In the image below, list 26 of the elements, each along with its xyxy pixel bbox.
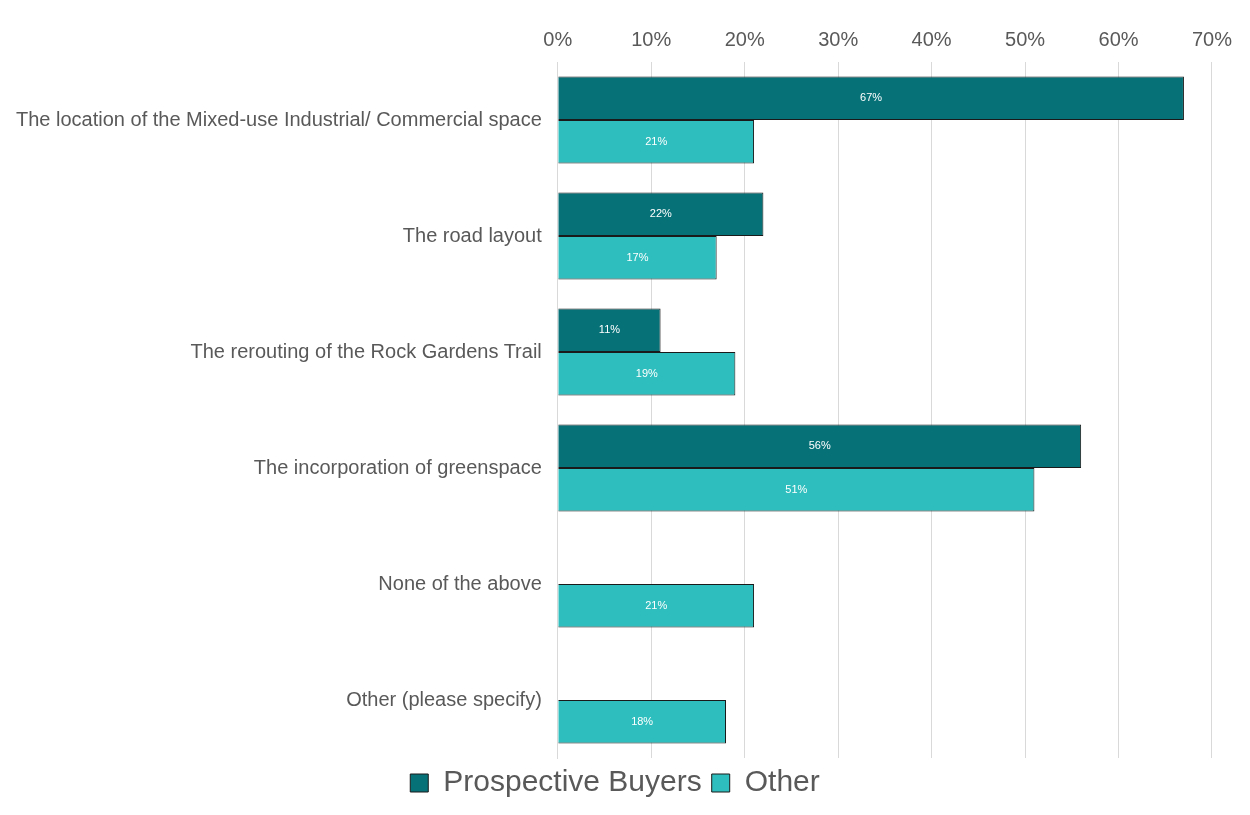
data-label: 19% [635, 366, 659, 379]
y-tick-label: The rerouting of the Rock Gardens Trail [190, 339, 542, 362]
data-label: 17% [626, 250, 649, 263]
data-label: 21% [645, 598, 668, 611]
y-tick-label: Other (please specify) [346, 687, 542, 710]
x-tick-label: 30% [818, 27, 859, 50]
data-label: 18% [631, 714, 654, 727]
legend-label: Other [744, 764, 820, 798]
legend-label: Prospective Buyers [443, 764, 702, 798]
y-tick-label: The road layout [402, 223, 543, 246]
x-tick-label: 50% [1005, 27, 1046, 50]
x-tick-label: 40% [911, 27, 952, 50]
x-tick-label: 70% [1191, 27, 1233, 50]
data-label: 11% [598, 323, 621, 336]
y-tick-label: None of the above [378, 571, 542, 594]
data-label: 51% [785, 482, 808, 495]
x-tick-label: 10% [631, 27, 672, 50]
x-tick-label: 20% [724, 27, 765, 50]
data-label: 21% [645, 134, 668, 147]
data-label: 22% [649, 207, 673, 220]
x-tick-label: 0% [543, 27, 573, 50]
data-label: 67% [860, 91, 883, 104]
y-tick-label: The incorporation of greenspace [253, 455, 542, 478]
x-tick-label: 60% [1098, 27, 1139, 50]
data-label: 56% [808, 439, 831, 452]
y-tick-label: The location of the Mixed-use Industrial/ Commercial space [15, 107, 542, 130]
